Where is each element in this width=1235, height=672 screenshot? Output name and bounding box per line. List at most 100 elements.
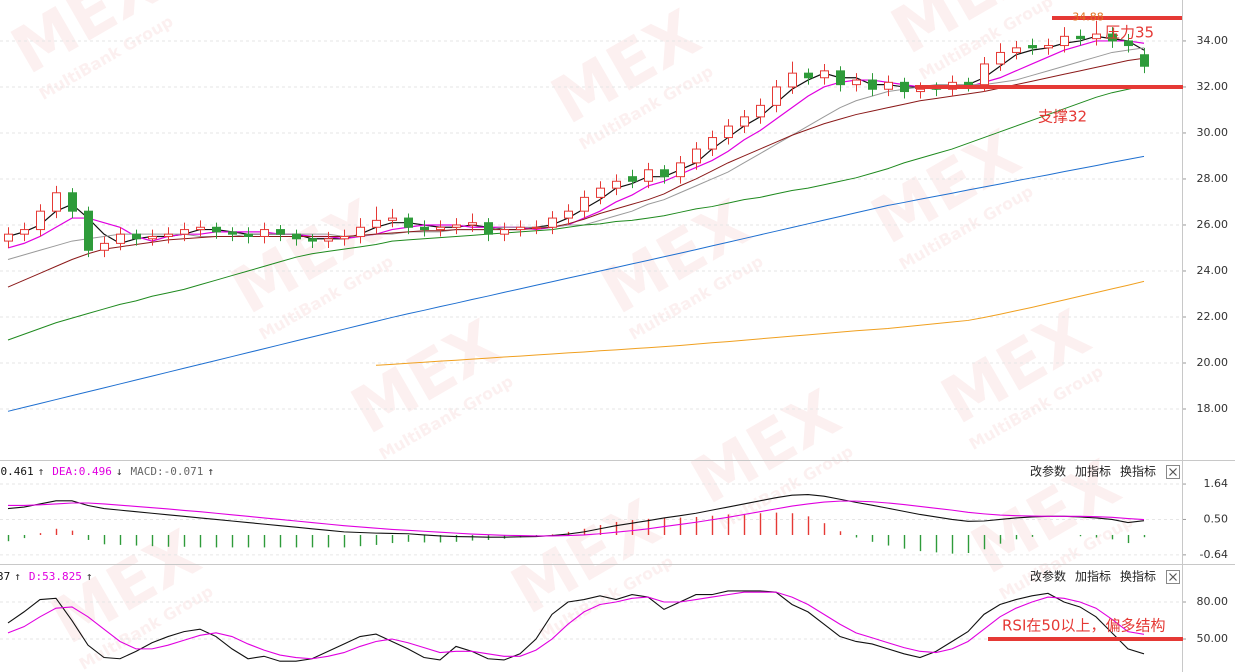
close-button[interactable]	[1166, 570, 1180, 584]
header-arrow: ↓	[116, 465, 123, 478]
candle-body	[36, 210, 45, 231]
candle-body	[964, 81, 973, 86]
candle-body	[276, 229, 285, 235]
candle-body	[1012, 47, 1021, 53]
candle-body	[196, 226, 205, 231]
candle-body	[900, 81, 909, 93]
header-name: DIF:	[0, 465, 1, 478]
indicator-line	[375, 280, 1145, 366]
level-label: 压力35	[1105, 24, 1154, 42]
candle-body	[676, 162, 685, 178]
candle-body	[804, 72, 813, 79]
toolbar-button[interactable]: 加指标	[1075, 464, 1111, 479]
close-icon	[1169, 573, 1177, 581]
candle-body	[532, 226, 541, 229]
candle-body	[660, 169, 669, 178]
candle-body	[1044, 45, 1053, 49]
toolbar-button[interactable]: 换指标	[1120, 464, 1156, 479]
candle-body	[132, 233, 141, 240]
candle-body	[404, 217, 413, 228]
candle-body	[1076, 35, 1085, 40]
header-value: 0.496	[79, 465, 112, 478]
level-label: 支撑32	[1038, 108, 1087, 126]
header-arrow: ↑	[86, 570, 93, 583]
candle-body	[628, 176, 637, 182]
candle-body	[164, 233, 173, 237]
indicator-line	[7, 85, 1145, 341]
toolbar-button[interactable]: 改参数	[1030, 569, 1066, 584]
header-value: 37	[0, 570, 10, 583]
candle-body	[564, 210, 573, 219]
candle-body	[692, 148, 701, 164]
candle-body	[724, 125, 733, 139]
candle-body	[484, 222, 493, 235]
candle-body	[1060, 35, 1069, 47]
candle-body	[212, 226, 221, 233]
header-arrow: ↑	[14, 570, 21, 583]
candle-body	[468, 222, 477, 226]
candle-body	[244, 233, 253, 237]
candle-body	[420, 226, 429, 231]
candle-body	[20, 229, 29, 235]
y-tick-label: -0.64	[1200, 548, 1228, 561]
header-value: 53.825	[42, 570, 82, 583]
candle-body	[996, 51, 1005, 65]
candle-body	[308, 238, 317, 242]
candle-body	[356, 226, 365, 237]
header-name: MACD:	[131, 465, 164, 478]
header-name: D:	[29, 570, 42, 583]
candle-body	[68, 192, 77, 212]
y-tick-label: 20.00	[1197, 356, 1229, 369]
candle-body	[884, 81, 893, 90]
candle-body	[100, 242, 109, 251]
header-name: DEA:	[52, 465, 79, 478]
y-tick-label: 22.00	[1197, 310, 1229, 323]
toolbar-button[interactable]: 改参数	[1030, 464, 1066, 479]
toolbar-button[interactable]: 换指标	[1120, 569, 1156, 584]
candle-body	[4, 233, 13, 242]
candle-body	[436, 226, 445, 231]
y-tick-label: 26.00	[1197, 218, 1229, 231]
header-value: 0.461	[1, 465, 34, 478]
candle-body	[1140, 54, 1149, 67]
y-tick-label: 18.00	[1197, 402, 1229, 415]
candle-body	[500, 229, 509, 235]
candle-body	[1124, 40, 1133, 47]
indicator-line	[7, 57, 1145, 288]
header-value: -0.071	[164, 465, 204, 478]
candle-body	[84, 210, 93, 251]
candle-body	[772, 86, 781, 106]
candle-body	[372, 219, 381, 228]
close-button[interactable]	[1166, 465, 1180, 479]
candle-body	[740, 116, 749, 127]
candle-body	[1092, 33, 1101, 40]
candle-body	[340, 235, 349, 240]
candle-body	[228, 231, 237, 235]
candle-body	[388, 217, 397, 221]
y-tick-label: 28.00	[1197, 172, 1229, 185]
y-tick-label: 24.00	[1197, 264, 1229, 277]
indicator-line	[8, 500, 1145, 537]
price-axis: 18.00 20.00 22.00 24.00 26.00 28.00 30.00 32.00…	[1182, 34, 1228, 645]
indicator-line	[7, 591, 1145, 660]
candle-body	[52, 192, 61, 212]
candle-body	[580, 196, 589, 212]
y-tick-label: 0.50	[1204, 512, 1229, 525]
indicator-line	[7, 155, 1145, 412]
candle-body	[708, 137, 717, 150]
candle-body	[756, 104, 765, 118]
level-label: RSI在50以上，偏多结构	[1002, 617, 1165, 635]
y-tick-label: 80.00	[1197, 595, 1229, 608]
candle-body	[324, 238, 333, 242]
candle-body	[916, 88, 925, 93]
toolbar-button[interactable]: 加指标	[1075, 569, 1111, 584]
candle-body	[180, 229, 189, 235]
